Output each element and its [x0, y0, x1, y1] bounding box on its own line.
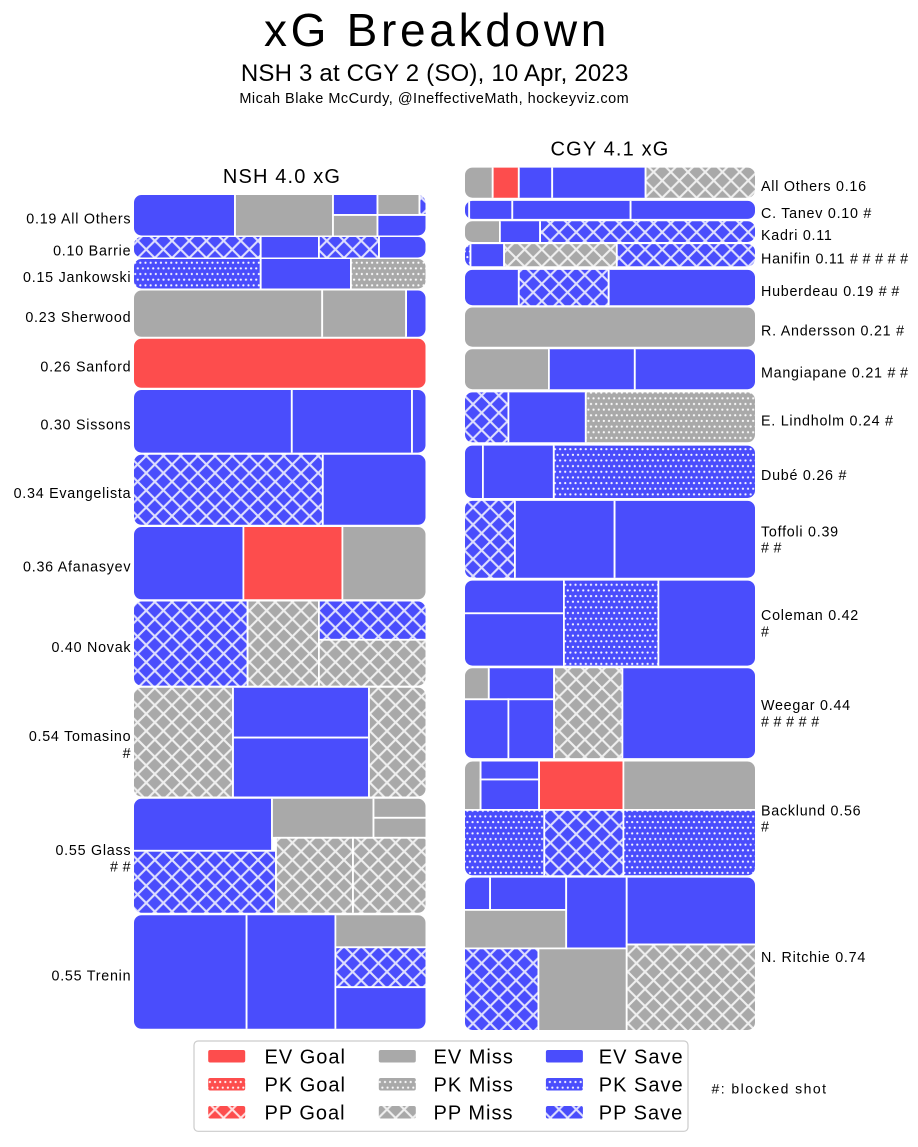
svg-text:0.26 Sanford: 0.26 Sanford [40, 360, 131, 376]
svg-text:#: # [761, 820, 770, 836]
svg-text:R. Andersson 0.21 #: R. Andersson 0.21 # [761, 323, 905, 339]
svg-text:EV Save: EV Save [599, 1047, 684, 1069]
svg-text:0.10 Barrie: 0.10 Barrie [53, 244, 131, 260]
svg-text:NSH 3 at CGY 2 (SO), 10 Apr, 2: NSH 3 at CGY 2 (SO), 10 Apr, 2023 [241, 60, 629, 87]
svg-text:PK Goal: PK Goal [265, 1075, 346, 1097]
svg-text:Dubé 0.26 #: Dubé 0.26 # [761, 468, 847, 484]
svg-text:#: # [761, 624, 770, 640]
svg-text:NSH 4.0 xG: NSH 4.0 xG [223, 166, 341, 188]
svg-text:Weegar 0.44: Weegar 0.44 [761, 698, 851, 714]
svg-text:0.34 Evangelista: 0.34 Evangelista [14, 486, 132, 502]
svg-text:PP Miss: PP Miss [434, 1103, 514, 1125]
svg-text:Mangiapane 0.21 ##: Mangiapane 0.21 ## [761, 366, 913, 382]
svg-text:0.36 Afanasyev: 0.36 Afanasyev [23, 559, 131, 575]
svg-text:EV Goal: EV Goal [265, 1047, 346, 1069]
svg-text:0.30 Sissons: 0.30 Sissons [40, 418, 131, 434]
svg-text:N. Ritchie 0.74: N. Ritchie 0.74 [761, 950, 866, 966]
svg-text:Huberdeau 0.19 ##: Huberdeau 0.19 ## [761, 284, 904, 300]
svg-text:xG Breakdown: xG Breakdown [264, 4, 610, 56]
svg-text:##: ## [110, 860, 131, 876]
svg-text:0.15 Jankowski: 0.15 Jankowski [23, 270, 131, 286]
svg-text:#: # [123, 746, 132, 762]
svg-text:0.54 Tomasino: 0.54 Tomasino [29, 729, 131, 745]
svg-text:##: ## [761, 541, 786, 557]
svg-text:PP Goal: PP Goal [265, 1103, 346, 1125]
svg-text:#####: ##### [761, 714, 824, 730]
svg-text:C. Tanev 0.10 #: C. Tanev 0.10 # [761, 206, 872, 222]
svg-text:0.23 Sherwood: 0.23 Sherwood [25, 310, 131, 326]
svg-text:E. Lindholm 0.24 #: E. Lindholm 0.24 # [761, 414, 894, 430]
svg-text:EV Miss: EV Miss [434, 1047, 514, 1069]
svg-text:0.40 Novak: 0.40 Novak [51, 640, 131, 656]
svg-text:Kadri 0.11: Kadri 0.11 [761, 228, 833, 244]
svg-text:PK Miss: PK Miss [434, 1075, 514, 1097]
svg-text:Toffoli 0.39: Toffoli 0.39 [761, 524, 839, 540]
svg-text:Micah Blake McCurdy, @Ineffect: Micah Blake McCurdy, @IneffectiveMath, h… [239, 91, 629, 107]
svg-text:CGY 4.1 xG: CGY 4.1 xG [551, 139, 670, 161]
svg-text:PK Save: PK Save [599, 1075, 684, 1097]
svg-text:0.55 Trenin: 0.55 Trenin [52, 968, 132, 984]
svg-text:#: blocked shot: #: blocked shot [712, 1081, 828, 1097]
svg-text:PP Save: PP Save [599, 1103, 683, 1125]
svg-text:0.55 Glass: 0.55 Glass [55, 843, 131, 859]
svg-text:Backlund 0.56: Backlund 0.56 [761, 803, 861, 819]
svg-text:Hanifin 0.11 #####: Hanifin 0.11 ##### [761, 252, 913, 268]
svg-text:0.19 All Others: 0.19 All Others [26, 212, 131, 228]
svg-text:Coleman 0.42: Coleman 0.42 [761, 608, 859, 624]
svg-text:All Others 0.16: All Others 0.16 [761, 179, 867, 195]
